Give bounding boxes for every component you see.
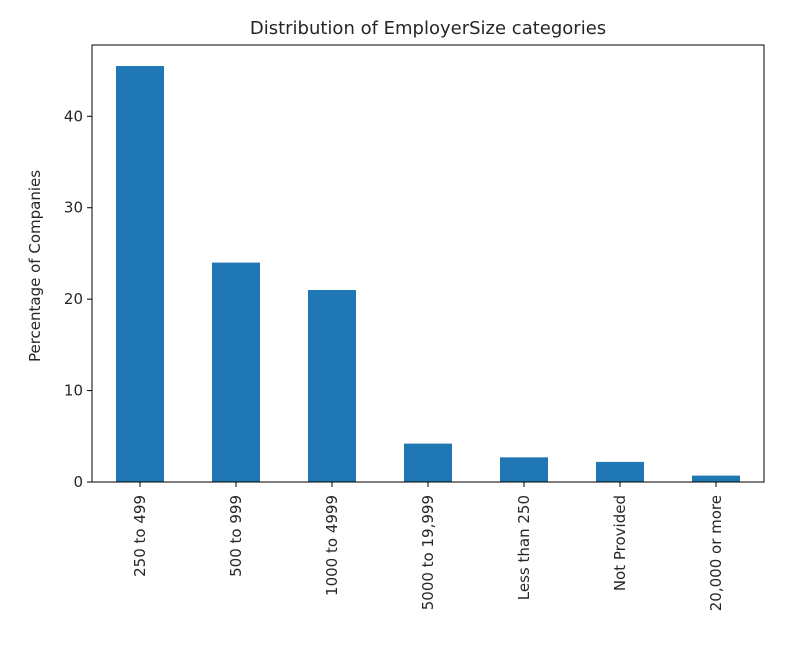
x-tick-label: 1000 to 4999 bbox=[323, 495, 341, 596]
y-tick-label: 40 bbox=[64, 107, 83, 125]
bar bbox=[404, 443, 452, 482]
x-tick-label: 5000 to 19,999 bbox=[419, 495, 437, 610]
x-tick-label: Not Provided bbox=[611, 495, 629, 591]
x-tick-label: Less than 250 bbox=[515, 495, 533, 600]
x-tick-label: 500 to 999 bbox=[227, 495, 245, 577]
y-tick-label: 0 bbox=[73, 473, 83, 491]
plot-frame bbox=[91, 44, 765, 483]
bar bbox=[596, 461, 644, 482]
bar-group bbox=[116, 66, 740, 483]
bar bbox=[308, 290, 356, 482]
x-tick-label: 20,000 or more bbox=[707, 495, 725, 611]
bar bbox=[500, 457, 548, 482]
y-axis-label: Percentage of Companies bbox=[26, 170, 44, 362]
y-axis-ticks: 0 10 20 30 40 bbox=[64, 107, 92, 491]
bar bbox=[116, 66, 164, 483]
y-tick-label: 30 bbox=[64, 199, 83, 217]
y-tick-label: 10 bbox=[64, 382, 83, 400]
y-tick-label: 20 bbox=[64, 290, 83, 308]
bar bbox=[212, 262, 260, 482]
x-tick-label: 250 to 499 bbox=[131, 495, 149, 577]
x-axis-ticks: 250 to 499 500 to 999 1000 to 4999 5000 to … bbox=[131, 482, 725, 611]
bar bbox=[692, 475, 740, 482]
chart-title: Distribution of EmployerSize categories bbox=[250, 18, 606, 39]
